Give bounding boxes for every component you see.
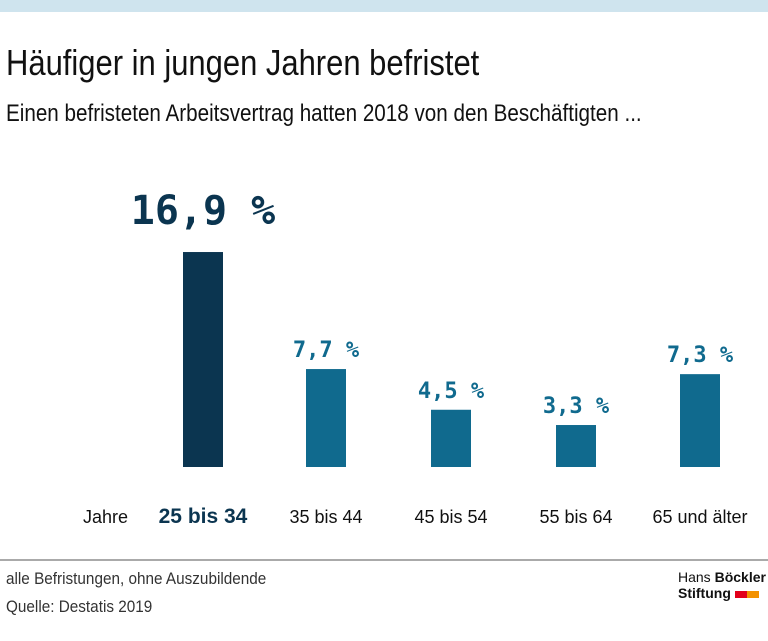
footnote: alle Befristungen, ohne Auszubildende — [6, 569, 267, 588]
top-bar — [0, 0, 768, 12]
data-label: 7,7 % — [293, 338, 360, 363]
bar — [680, 374, 720, 467]
tick-label: 65 und älter — [652, 507, 747, 527]
tick-label: 25 bis 34 — [159, 505, 248, 528]
data-label: 16,9 % — [131, 188, 276, 234]
tick-label: 45 bis 54 — [414, 507, 487, 527]
chart-title: Häufiger in jungen Jahren befristet — [6, 42, 480, 83]
bar — [556, 425, 596, 467]
chart-subtitle: Einen befristeten Arbeitsvertrag hatten … — [6, 100, 642, 127]
data-label: 3,3 % — [543, 394, 610, 419]
data-label: 7,3 % — [667, 343, 734, 368]
bar-chart: Jahre 16,9 % 25 bis 34 7,7 % 35 bis 44 4,5 % 4… — [83, 188, 748, 528]
bar — [306, 369, 346, 467]
source: Quelle: Destatis 2019 — [6, 597, 153, 616]
bar — [183, 252, 223, 467]
tick-label: 35 bis 44 — [289, 507, 362, 527]
logo: Hans Böckler Stiftung — [678, 569, 766, 601]
x-axis-label: Jahre — [83, 507, 128, 527]
data-label: 4,5 % — [418, 379, 485, 404]
separator — [0, 559, 768, 561]
bar — [431, 409, 471, 467]
tick-label: 55 bis 64 — [539, 507, 612, 527]
